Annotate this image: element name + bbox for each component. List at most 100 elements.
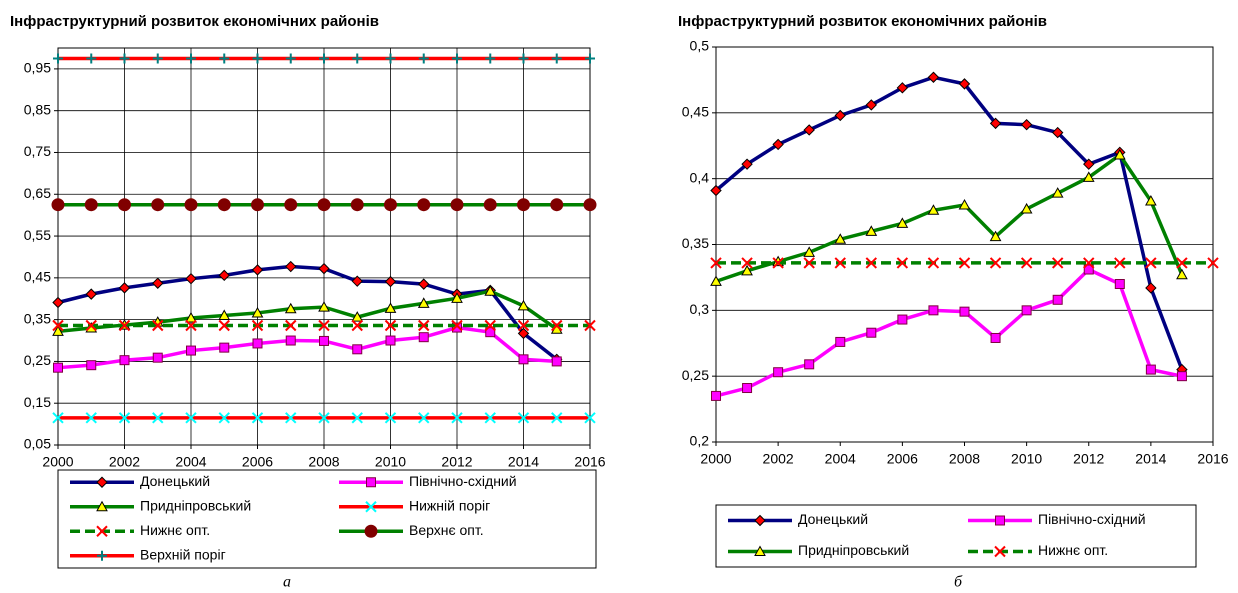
chart-title: Інфраструктурний розвиток економічних ра…	[10, 13, 379, 30]
x-tick-label: 2008	[949, 451, 980, 467]
marker	[741, 264, 753, 276]
marker	[1176, 257, 1188, 269]
marker	[711, 390, 721, 401]
marker	[384, 319, 397, 332]
marker	[285, 412, 297, 424]
marker	[418, 319, 430, 332]
y-tick-label: 0,25	[682, 367, 709, 383]
marker	[251, 306, 264, 318]
marker	[710, 257, 722, 269]
marker	[928, 305, 939, 316]
marker	[318, 262, 330, 275]
marker	[741, 158, 753, 170]
marker	[152, 412, 164, 424]
marker	[151, 198, 165, 212]
marker	[417, 198, 431, 212]
marker	[251, 198, 264, 212]
marker	[896, 217, 909, 228]
marker	[418, 412, 430, 424]
marker	[989, 117, 1002, 130]
marker	[418, 332, 429, 343]
marker	[958, 257, 971, 269]
x-tick-label: 2006	[242, 454, 273, 470]
marker	[866, 327, 877, 338]
marker	[452, 53, 462, 64]
marker	[451, 319, 463, 332]
marker	[85, 319, 97, 332]
caption: а	[283, 574, 291, 591]
plot-border	[57, 47, 591, 446]
marker	[958, 198, 971, 210]
x-tick-label: 2016	[574, 454, 605, 470]
y-tick-label: 0,4	[690, 169, 710, 185]
x-tick-label: 2010	[1011, 451, 1042, 467]
marker	[252, 338, 263, 349]
marker	[958, 78, 971, 90]
marker	[897, 314, 908, 325]
y-tick-label: 0,15	[24, 394, 51, 410]
marker	[584, 319, 596, 332]
marker	[927, 204, 940, 215]
x-tick-label: 2016	[1197, 451, 1228, 467]
marker	[1082, 171, 1095, 182]
marker	[1176, 371, 1187, 382]
legend-label: Донецький	[140, 473, 210, 489]
caption: б	[954, 574, 963, 591]
marker	[1114, 257, 1126, 269]
marker	[990, 332, 1001, 343]
marker	[284, 198, 298, 212]
marker	[994, 545, 1006, 558]
marker	[185, 412, 197, 424]
marker	[959, 306, 970, 317]
marker	[865, 225, 878, 236]
marker	[318, 412, 330, 424]
marker	[318, 319, 330, 332]
marker	[251, 319, 264, 332]
legend-label: Північно-східний	[409, 473, 517, 489]
marker	[551, 319, 563, 332]
marker	[218, 412, 230, 424]
marker	[772, 138, 784, 151]
legend-box	[57, 469, 597, 569]
marker	[385, 53, 396, 64]
marker	[773, 367, 784, 378]
marker	[1145, 195, 1157, 206]
marker	[186, 53, 196, 64]
marker	[1020, 118, 1033, 131]
x-tick-label: 2012	[1073, 451, 1104, 467]
marker	[484, 285, 497, 296]
series-line	[57, 289, 558, 334]
marker	[834, 257, 846, 269]
y-tick-label: 0,55	[24, 227, 51, 243]
marker	[896, 82, 909, 94]
marker	[517, 412, 530, 424]
marker	[518, 354, 529, 365]
marker	[1020, 257, 1033, 269]
y-tick-label: 0,45	[682, 104, 709, 120]
marker	[485, 327, 496, 338]
marker	[384, 275, 397, 288]
marker	[118, 198, 131, 212]
x-tick-label: 2006	[887, 451, 918, 467]
marker	[551, 53, 562, 64]
y-tick-label: 0,35	[24, 310, 51, 326]
marker	[1083, 264, 1094, 275]
marker	[418, 53, 429, 64]
x-tick-label: 2014	[1135, 451, 1166, 467]
marker	[834, 233, 847, 244]
marker	[1083, 158, 1095, 170]
legend-label: Нижнє опт.	[140, 522, 210, 538]
y-tick-label: 0,2	[690, 433, 710, 449]
marker	[350, 198, 364, 212]
marker	[185, 319, 197, 332]
marker	[584, 412, 596, 424]
marker	[152, 53, 163, 64]
marker	[185, 311, 197, 323]
marker	[218, 269, 230, 282]
marker	[1176, 268, 1188, 280]
marker	[219, 53, 230, 64]
marker	[52, 325, 64, 336]
marker	[835, 336, 846, 347]
marker	[1145, 282, 1157, 294]
marker	[1114, 279, 1125, 289]
